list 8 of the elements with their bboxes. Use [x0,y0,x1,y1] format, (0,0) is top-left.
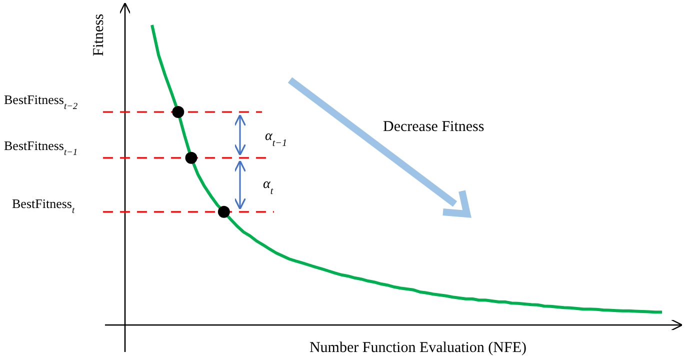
annotation: Decrease Fitness [383,119,484,135]
ref-line-label: BestFitness$_{t}$ [12,196,75,216]
ref-line-label: BestFitness$_{t−2}$ [4,92,78,112]
annotation: α$_{t}$ [263,176,274,196]
annotation: α$_{t−1}$ [265,128,287,148]
y-axis-title: Fitness [91,14,107,56]
x-axis-title: Number Function Evaluation (NFE) [309,340,527,356]
ref-line-label: BestFitness$_{t−1}$ [4,138,78,158]
